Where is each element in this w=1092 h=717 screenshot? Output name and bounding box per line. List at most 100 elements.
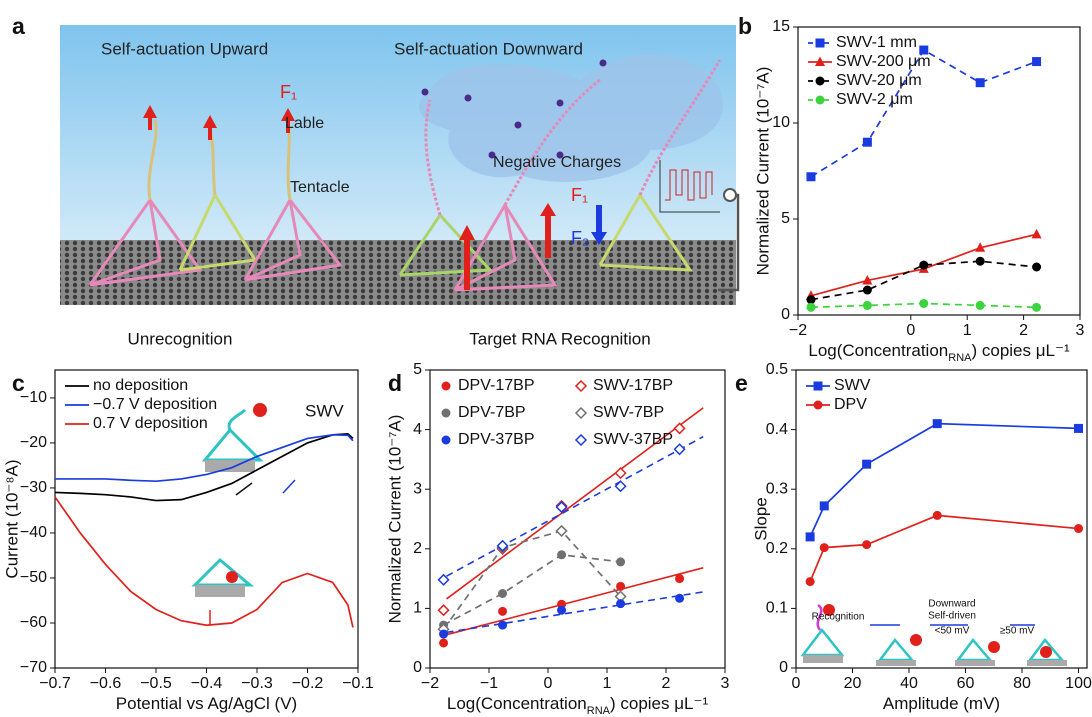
x-tick-label: −2 [789, 322, 807, 339]
y-tick-label: 0 [779, 659, 788, 676]
chart: −0.7−0.6−0.5−0.4−0.3−0.2−0.1−70−60−50−40… [2, 370, 373, 713]
illustration-label: Lable [285, 115, 324, 132]
panel-label: d [388, 370, 402, 396]
series-line [444, 555, 621, 625]
marker [806, 303, 815, 312]
y-tick-label: 0.4 [766, 421, 788, 438]
legend-label: DPV-17BP [458, 377, 534, 394]
marker [806, 577, 815, 586]
series-line [55, 497, 353, 628]
x-tick-label: −2 [421, 675, 439, 692]
marker [863, 301, 872, 310]
legend-label: SWV-200 μm [836, 53, 931, 70]
marker [806, 295, 815, 304]
marker [862, 460, 871, 469]
inset-c [195, 403, 295, 625]
y-tick-label: 0.5 [766, 361, 788, 378]
x-tick-label: −0.1 [342, 675, 374, 692]
y-axis-label: Current (10⁻⁸A) [2, 459, 21, 578]
marker [976, 257, 985, 266]
x-tick-label: −0.2 [292, 675, 324, 692]
y-tick-label: 15 [772, 18, 790, 35]
marker [806, 532, 815, 541]
series-line [810, 515, 1078, 581]
annotation: SWV [305, 401, 344, 420]
marker [863, 138, 872, 147]
marker [933, 511, 942, 520]
legend-label: no deposition [93, 377, 188, 394]
legend-marker [816, 77, 825, 86]
illustration-label: F₁ [571, 185, 588, 205]
legend-label: DPV-37BP [458, 431, 534, 448]
legend-label: SWV-20 μm [836, 72, 922, 89]
y-tick-label: −10 [20, 389, 47, 406]
y-tick-label: 5 [413, 361, 422, 378]
y-tick-label: 2 [413, 540, 422, 557]
y-tick-label: 0.2 [766, 540, 788, 557]
x-tick-label: 3 [1076, 322, 1085, 339]
legend-label: DPV-7BP [458, 404, 526, 421]
series-line [55, 435, 353, 481]
illustration [60, 25, 738, 305]
figure: abcdeSelf-actuation UpwardSelf-actuation… [0, 0, 1092, 717]
fit-line [447, 568, 704, 635]
illustration-label: Self-actuation Upward [101, 39, 268, 58]
legend-label: 0.7 V deposition [93, 415, 208, 432]
x-tick-label: 0 [792, 675, 801, 692]
marker [616, 582, 625, 591]
illustration-label: F₁ [280, 82, 297, 102]
marker [976, 301, 985, 310]
legend-marker [442, 436, 451, 445]
y-axis-label: Normalized Current (10⁻⁷A) [385, 415, 404, 624]
y-tick-label: 1 [413, 600, 422, 617]
x-tick-label: 40 [900, 675, 918, 692]
marker [498, 607, 507, 616]
caption: Unrecognition [128, 329, 233, 348]
y-tick-label: 0 [413, 659, 422, 676]
x-label-part: Potential vs Ag/AgCl (V) [116, 694, 297, 713]
marker [439, 638, 448, 647]
y-tick-label: 0.1 [766, 600, 788, 617]
x-axis-label: Log(ConcentrationRNA) copies μL⁻¹ [447, 694, 709, 716]
marker [1074, 424, 1083, 433]
legend-marker [814, 401, 823, 410]
panel-label: e [735, 370, 748, 396]
y-tick-label: −20 [20, 434, 47, 451]
x-label-part: Log(Concentration [447, 694, 587, 713]
legend-label: SWV [834, 377, 871, 394]
marker [863, 286, 872, 295]
series-line [444, 531, 621, 629]
marker [919, 261, 928, 270]
marker [498, 589, 507, 598]
marker [675, 574, 684, 583]
marker [1032, 303, 1041, 312]
marker [675, 423, 685, 433]
x-label-part: Log(Concentration [808, 341, 948, 360]
y-tick-label: 4 [413, 421, 422, 438]
plot-frame [796, 370, 1087, 668]
y-tick-label: −50 [20, 569, 47, 586]
x-label-part: ) copies μL⁻¹ [610, 694, 708, 713]
marker [820, 501, 829, 510]
legend-marker [814, 382, 823, 391]
x-tick-label: 60 [957, 675, 975, 692]
illustration-label: Negative Charges [493, 154, 621, 171]
legend-label: DPV [834, 396, 867, 413]
legend-label: SWV-2 μm [836, 91, 913, 108]
marker [439, 630, 448, 639]
panel-label: b [738, 13, 752, 39]
y-tick-label: 0.3 [766, 480, 788, 497]
x-label-subscript: RNA [587, 705, 611, 717]
marker [557, 526, 567, 536]
marker [675, 594, 684, 603]
x-tick-label: 100 [1065, 675, 1092, 692]
y-tick-label: −30 [20, 479, 47, 496]
marker [862, 540, 871, 549]
y-tick-label: −40 [20, 524, 47, 541]
marker [806, 172, 815, 181]
legend-label: SWV-37BP [593, 431, 673, 448]
x-tick-label: 80 [1013, 675, 1031, 692]
x-tick-label: 1 [963, 322, 972, 339]
x-label-part: Amplitude (mV) [883, 694, 1000, 713]
